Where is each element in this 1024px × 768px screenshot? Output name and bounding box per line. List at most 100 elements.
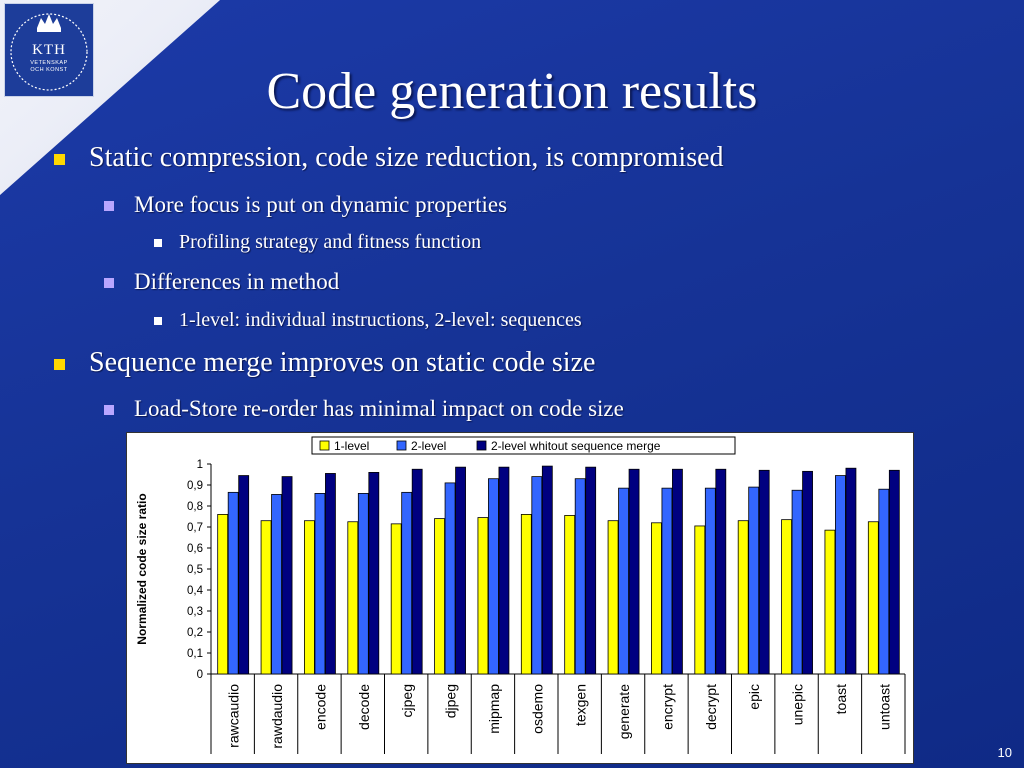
chart-legend [311,436,736,455]
y-tick-label: 0,4 [187,585,204,597]
bar-2-level [661,487,673,675]
bar-1-level [607,520,619,675]
x-tick-label: texgen [573,684,589,726]
x-tick-label: decrypt [703,684,719,730]
bar-2-level-whitout-sequence-merge [715,468,727,675]
bar-2-level-whitout-sequence-merge [802,470,813,675]
x-tick-label: unepic [790,684,806,725]
bar-2-level [401,491,413,675]
bullet-item: Profiling strategy and fitness function [154,231,482,254]
y-tick-label: 0,8 [187,501,203,513]
x-tick-label: generate [616,684,632,739]
x-tick-label: rawcaudio [226,684,242,748]
y-tick-label: 0,5 [187,564,203,576]
bar-2-level-whitout-sequence-merge [238,475,250,675]
slide-title: Code generation results [266,63,758,120]
bar-2-level [314,493,326,675]
bar-2-level-whitout-sequence-merge [628,468,640,675]
bar-2-level-whitout-sequence-merge [325,473,336,675]
bar-chart: 1-level 2-level 2-level whitout sequence m… [126,432,914,764]
legend-swatch [396,440,407,451]
legend-swatch [476,440,487,451]
x-tick-label: epic [746,684,762,710]
bar-1-level [390,523,402,675]
bullet-text: Load-Store re-order has minimal impact o… [134,396,624,421]
y-tick-label: 0,2 [187,627,203,639]
square-bullet-icon [104,201,114,211]
x-tick-label: rawdaudio [269,684,285,749]
bar-1-level [651,522,662,675]
bullet-text: Profiling strategy and fitness function [179,231,482,253]
logo-subtext: VETENSKAP [30,60,68,66]
legend-label: 2-level [411,439,446,453]
bar-2-level [878,488,890,675]
logo-text: KTH [32,42,66,58]
bar-2-level [444,482,456,675]
kth-logo: KTH VETENSKAP OCH KONST [4,3,94,97]
y-tick-label: 0,3 [187,606,203,618]
bar-1-level [260,520,272,675]
bar-1-level [434,518,445,675]
bar-2-level [748,486,760,675]
square-bullet-icon [154,317,162,325]
x-tick-label: mipmap [486,684,502,734]
bar-1-level [347,521,359,675]
y-tick-label: 0,6 [187,543,203,555]
bar-2-level-whitout-sequence-merge [845,467,857,675]
bar-2-level [704,487,716,675]
legend-swatch [319,440,330,451]
bar-2-level [835,475,846,675]
bar-2-level [227,491,239,675]
bar-2-level [357,493,369,675]
bar-2-level-whitout-sequence-merge [758,469,770,675]
bar-1-level [217,514,229,675]
bar-2-level [488,478,499,675]
bar-1-level [781,519,792,675]
bar-2-level-whitout-sequence-merge [368,472,380,675]
crown-icon [10,13,88,91]
x-tick-label: osdemo [529,684,545,734]
bullet-item: Load-Store re-order has minimal impact o… [104,396,624,422]
y-tick-label: 0,7 [187,522,203,534]
y-tick-label: 0,1 [187,648,203,660]
bar-2-level-whitout-sequence-merge [585,466,597,675]
x-tick-label: encrypt [659,684,675,730]
bullet-item: Differences in method [104,269,340,295]
square-bullet-icon [104,405,114,415]
y-axis-label: Normalized code size ratio [135,493,149,644]
bullet-item: More focus is put on dynamic properties [104,192,508,218]
bar-1-level [304,520,315,675]
bar-1-level [520,514,532,675]
bar-2-level [531,476,543,675]
x-tick-label: djpeg [443,684,459,718]
bar-1-level [477,517,489,675]
bar-2-level-whitout-sequence-merge [411,468,423,675]
bar-2-level [791,489,803,675]
bar-2-level-whitout-sequence-merge [672,468,683,675]
x-tick-label: decode [356,684,372,730]
bullet-item: Static compression, code size reduction,… [54,142,724,174]
bar-1-level [694,525,706,675]
bar-2-level [574,478,586,675]
bullet-text: More focus is put on dynamic properties [134,192,508,217]
bar-2-level-whitout-sequence-merge [498,466,510,675]
bullet-text: Differences in method [134,269,340,294]
bar-1-level [867,521,879,675]
square-bullet-icon [54,154,65,165]
square-bullet-icon [154,239,162,247]
bar-2-level-whitout-sequence-merge [888,469,900,675]
square-bullet-icon [54,359,65,370]
y-tick-label: 0 [197,669,203,681]
bullet-item: Sequence merge improves on static code s… [54,347,595,379]
x-tick-label: cjpeg [399,684,415,717]
bullet-item: 1-level: individual instructions, 2-leve… [154,309,582,332]
bar-1-level [737,520,749,675]
x-tick-label: toast [833,684,849,714]
x-tick-label: untoast [876,684,892,730]
y-tick-label: 1 [197,459,203,471]
x-tick-label: encode [312,684,328,730]
bullet-text: Static compression, code size reduction,… [89,142,724,173]
legend-label: 1-level [334,439,369,453]
logo-subtext: OCH KONST [30,67,68,73]
bar-2-level-whitout-sequence-merge [281,476,293,675]
